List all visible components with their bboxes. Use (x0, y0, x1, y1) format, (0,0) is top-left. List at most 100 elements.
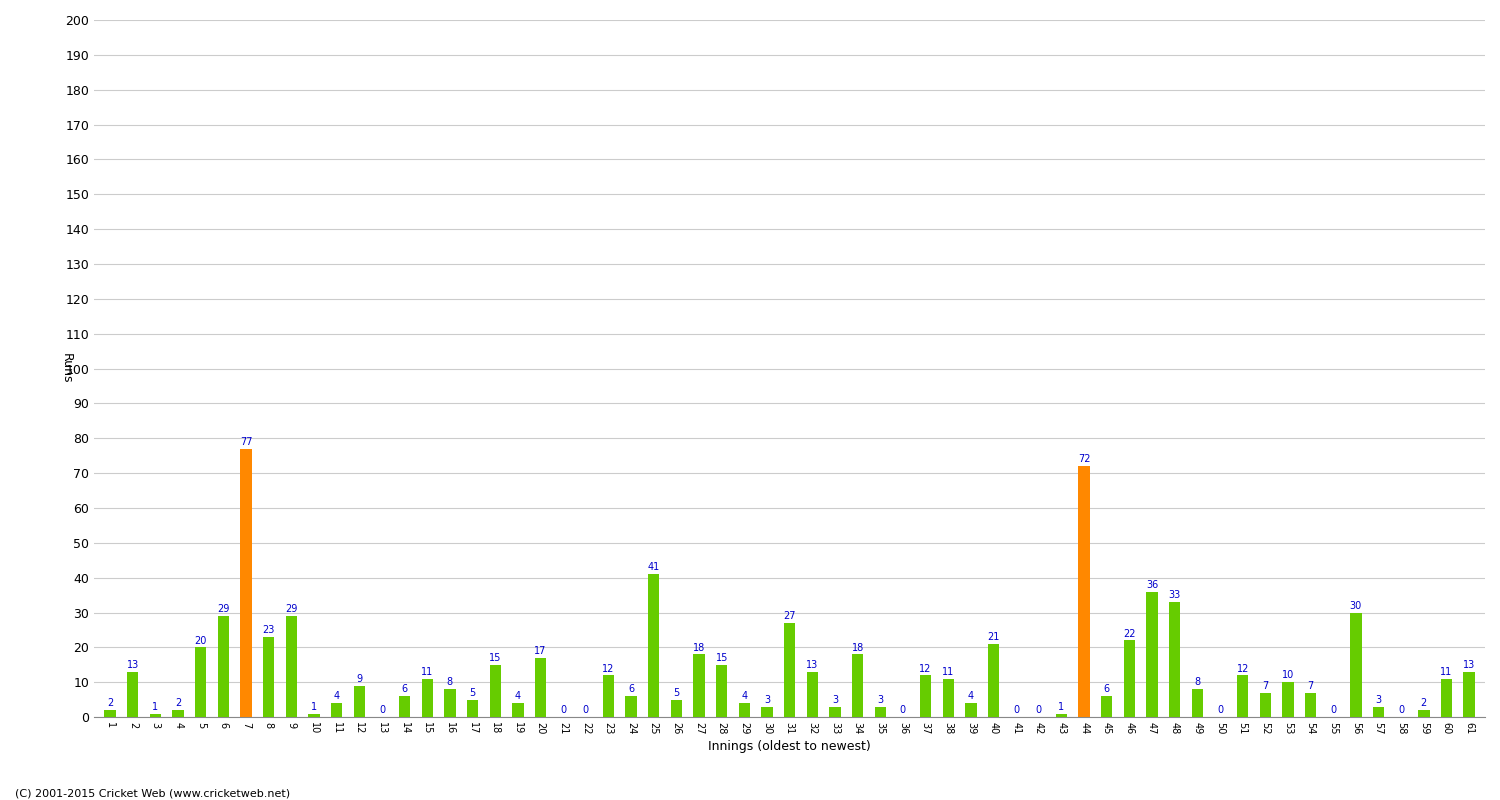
Text: 1: 1 (1059, 702, 1065, 712)
Text: 6: 6 (402, 685, 408, 694)
Bar (762, 706, 772, 717)
Bar (648, 574, 660, 717)
Text: 0: 0 (582, 706, 590, 715)
Bar (964, 703, 976, 717)
Text: 6: 6 (628, 685, 634, 694)
Text: 0: 0 (1398, 706, 1404, 715)
Text: 8: 8 (1194, 678, 1200, 687)
Text: 3: 3 (1376, 695, 1382, 705)
Bar (466, 700, 478, 717)
Y-axis label: Runs: Runs (60, 354, 74, 384)
Text: 0: 0 (380, 706, 386, 715)
Text: 4: 4 (968, 691, 974, 702)
Text: 10: 10 (1282, 670, 1294, 681)
Bar (354, 686, 364, 717)
Text: 15: 15 (489, 653, 501, 663)
Bar (626, 696, 638, 717)
Text: 36: 36 (1146, 580, 1158, 590)
Bar (1305, 693, 1317, 717)
Text: 18: 18 (693, 642, 705, 653)
Text: 8: 8 (447, 678, 453, 687)
Text: 11: 11 (422, 667, 434, 677)
Text: 72: 72 (1078, 454, 1090, 464)
Text: 0: 0 (1216, 706, 1222, 715)
Text: 0: 0 (900, 706, 906, 715)
Bar (1238, 675, 1248, 717)
Bar (1260, 693, 1270, 717)
Bar (693, 654, 705, 717)
Bar (1078, 466, 1090, 717)
Text: 17: 17 (534, 646, 546, 656)
Text: 41: 41 (648, 562, 660, 573)
Bar (784, 623, 795, 717)
Text: 27: 27 (783, 611, 796, 622)
Bar (942, 678, 954, 717)
Bar (670, 700, 682, 717)
Bar (852, 654, 864, 717)
Text: 15: 15 (716, 653, 728, 663)
Text: 20: 20 (195, 636, 207, 646)
Bar (830, 706, 840, 717)
Text: 29: 29 (285, 604, 297, 614)
Text: 6: 6 (1104, 685, 1110, 694)
Text: 4: 4 (333, 691, 339, 702)
Bar (1101, 696, 1113, 717)
Text: 4: 4 (514, 691, 520, 702)
Text: 0: 0 (1013, 706, 1019, 715)
Text: 2: 2 (1420, 698, 1426, 708)
Bar (603, 675, 613, 717)
Bar (920, 675, 932, 717)
Bar (285, 616, 297, 717)
Bar (240, 449, 252, 717)
Bar (988, 644, 999, 717)
Bar (150, 714, 160, 717)
Bar (105, 710, 116, 717)
Text: 22: 22 (1124, 629, 1136, 638)
Bar (1146, 592, 1158, 717)
Text: 30: 30 (1350, 601, 1362, 610)
Bar (217, 616, 229, 717)
Bar (536, 658, 546, 717)
Text: 4: 4 (741, 691, 747, 702)
Bar (1168, 602, 1180, 717)
Bar (172, 710, 184, 717)
Bar (422, 678, 434, 717)
Text: 23: 23 (262, 625, 274, 635)
Text: 21: 21 (987, 632, 999, 642)
Bar (262, 637, 274, 717)
Bar (1124, 641, 1136, 717)
Text: 29: 29 (217, 604, 229, 614)
Bar (1372, 706, 1384, 717)
Bar (738, 703, 750, 717)
Text: 77: 77 (240, 437, 252, 447)
Bar (1282, 682, 1293, 717)
Text: 18: 18 (852, 642, 864, 653)
Text: 0: 0 (1330, 706, 1336, 715)
Text: 0: 0 (560, 706, 566, 715)
Text: 2: 2 (106, 698, 114, 708)
Text: 1: 1 (310, 702, 316, 712)
Text: 13: 13 (1462, 660, 1476, 670)
Text: 2: 2 (176, 698, 181, 708)
Bar (128, 672, 138, 717)
Text: 5: 5 (674, 688, 680, 698)
Bar (444, 689, 456, 717)
Text: 13: 13 (126, 660, 140, 670)
Text: 5: 5 (470, 688, 476, 698)
Bar (332, 703, 342, 717)
Bar (512, 703, 524, 717)
Bar (195, 647, 207, 717)
Text: 11: 11 (942, 667, 954, 677)
Text: 7: 7 (1308, 681, 1314, 691)
Text: 12: 12 (920, 663, 932, 674)
Bar (309, 714, 320, 717)
Text: 1: 1 (153, 702, 159, 712)
Bar (1418, 710, 1430, 717)
Bar (874, 706, 886, 717)
Bar (399, 696, 411, 717)
Bar (489, 665, 501, 717)
Bar (716, 665, 728, 717)
Text: 12: 12 (603, 663, 615, 674)
Bar (1464, 672, 1474, 717)
Text: (C) 2001-2015 Cricket Web (www.cricketweb.net): (C) 2001-2015 Cricket Web (www.cricketwe… (15, 788, 290, 798)
